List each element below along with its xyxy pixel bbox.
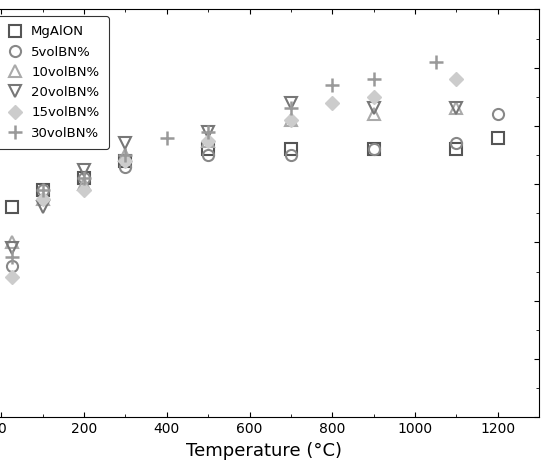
20volBN% xyxy=(453,106,460,111)
5volBN% xyxy=(40,187,46,193)
Line: MgAlON: MgAlON xyxy=(6,132,503,213)
Line: 5volBN%: 5volBN% xyxy=(6,109,503,271)
10volBN% xyxy=(81,182,87,187)
Line: 10volBN%: 10volBN% xyxy=(6,103,462,248)
15volBN% xyxy=(40,196,46,201)
20volBN% xyxy=(205,129,211,135)
MgAlON xyxy=(370,146,377,152)
10volBN% xyxy=(288,117,294,123)
30volBN% xyxy=(163,135,170,140)
10volBN% xyxy=(370,111,377,117)
5volBN% xyxy=(370,146,377,152)
15volBN% xyxy=(205,137,211,143)
MgAlON xyxy=(288,146,294,152)
15volBN% xyxy=(370,94,377,100)
30volBN% xyxy=(8,254,15,260)
20volBN% xyxy=(81,167,87,173)
30volBN% xyxy=(329,82,336,88)
10volBN% xyxy=(40,196,46,201)
Line: 15volBN%: 15volBN% xyxy=(7,74,461,282)
MgAlON xyxy=(494,135,501,140)
30volBN% xyxy=(370,76,377,82)
5volBN% xyxy=(494,111,501,117)
30volBN% xyxy=(40,187,46,193)
MgAlON xyxy=(453,146,460,152)
20volBN% xyxy=(122,141,129,146)
Line: 20volBN%: 20volBN% xyxy=(6,97,462,254)
20volBN% xyxy=(288,100,294,106)
10volBN% xyxy=(8,239,15,245)
5volBN% xyxy=(122,164,129,170)
MgAlON xyxy=(40,187,46,193)
5volBN% xyxy=(453,141,460,146)
5volBN% xyxy=(205,152,211,158)
5volBN% xyxy=(8,263,15,269)
Legend: MgAlON, 5volBN%, 10volBN%, 20volBN%, 15volBN%, 30volBN%: MgAlON, 5volBN%, 10volBN%, 20volBN%, 15v… xyxy=(0,16,109,149)
30volBN% xyxy=(122,152,129,158)
30volBN% xyxy=(81,175,87,181)
MgAlON xyxy=(81,175,87,181)
20volBN% xyxy=(370,106,377,111)
MgAlON xyxy=(8,205,15,210)
30volBN% xyxy=(205,129,211,135)
15volBN% xyxy=(329,100,336,106)
MgAlON xyxy=(122,158,129,164)
10volBN% xyxy=(122,152,129,158)
15volBN% xyxy=(288,117,294,123)
15volBN% xyxy=(8,274,15,280)
10volBN% xyxy=(453,106,460,111)
20volBN% xyxy=(8,246,15,251)
15volBN% xyxy=(81,187,87,193)
30volBN% xyxy=(432,59,439,65)
15volBN% xyxy=(453,76,460,82)
X-axis label: Temperature (°C): Temperature (°C) xyxy=(186,442,342,459)
5volBN% xyxy=(288,152,294,158)
20volBN% xyxy=(40,205,46,210)
30volBN% xyxy=(288,106,294,111)
10volBN% xyxy=(205,137,211,143)
MgAlON xyxy=(205,146,211,152)
15volBN% xyxy=(122,158,129,164)
5volBN% xyxy=(81,175,87,181)
Line: 30volBN%: 30volBN% xyxy=(5,55,443,264)
